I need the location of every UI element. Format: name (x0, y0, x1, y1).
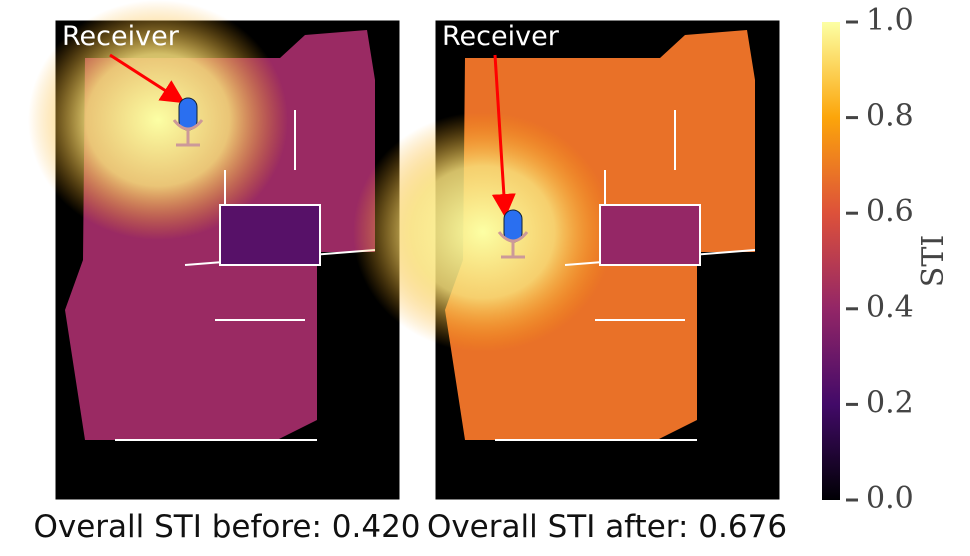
receiver-label: Receiver (62, 21, 180, 52)
caption: Overall STI after: 0.676 (427, 509, 787, 545)
colorbar-tick-label: 0.0 (866, 481, 914, 516)
mic-stand (497, 231, 529, 259)
caption-value: 0.420 (332, 509, 421, 545)
hot-zone (353, 112, 613, 352)
colorbar-tick-label: 0.6 (866, 194, 914, 229)
colorbar-label: STI (916, 235, 951, 287)
colorbar-tick-label: 0.2 (866, 385, 914, 420)
room (219, 204, 321, 266)
receiver-label: Receiver (442, 21, 560, 52)
caption-label: Overall STI before: (33, 509, 321, 545)
colorbar-tick-label: 1.0 (866, 3, 914, 38)
mic (503, 209, 523, 243)
mic-stand (172, 119, 204, 147)
hot-zone (28, 0, 288, 240)
colorbar-tick-label: 0.4 (866, 290, 914, 325)
room (599, 204, 701, 266)
caption: Overall STI before: 0.420 (33, 509, 420, 545)
colorbar-tick-label: 0.8 (866, 99, 914, 134)
caption-label: Overall STI after: (427, 509, 689, 545)
arrow (109, 53, 186, 104)
colorbar (822, 22, 840, 500)
mic (178, 97, 198, 131)
caption-value: 0.676 (698, 509, 787, 545)
arrow (491, 54, 516, 218)
